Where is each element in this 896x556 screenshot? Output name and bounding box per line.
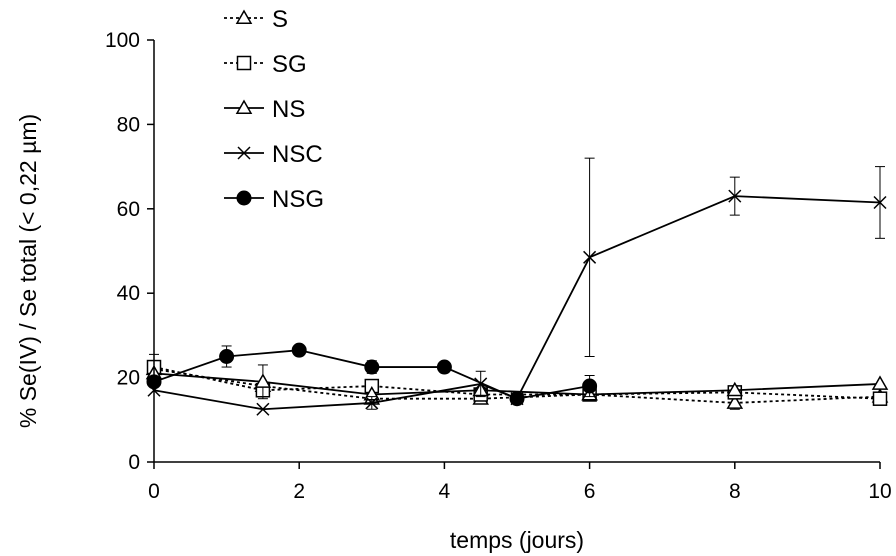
- legend-item-ns: NS: [224, 96, 305, 123]
- x-tick-label: 8: [729, 480, 741, 503]
- legend-item-sg: SG: [224, 51, 307, 78]
- legend-swatch-marker: [236, 55, 252, 71]
- x-tick-label: 2: [293, 480, 305, 503]
- x-tick-label: 4: [439, 480, 451, 503]
- y-tick-label: 100: [105, 29, 140, 52]
- legend-swatch-marker: [235, 9, 253, 24]
- point-nsg: [582, 378, 598, 394]
- x-tick-label: 10: [868, 480, 891, 503]
- point-sg: [872, 391, 888, 406]
- point-ns: [871, 375, 889, 390]
- point-s: [726, 394, 744, 409]
- x-marker-stroke: [237, 146, 251, 160]
- legend-swatch-marker: [235, 99, 253, 114]
- y-tick-label: 60: [117, 198, 140, 221]
- series-nsg: [146, 342, 598, 407]
- legend: S SG NS NSC NSG: [224, 6, 324, 213]
- point-nsg: [364, 359, 380, 375]
- point-nsc: [365, 396, 379, 410]
- point-nsg: [219, 349, 235, 364]
- x-marker-stroke: [474, 377, 488, 391]
- legend-label-s: S: [272, 6, 288, 33]
- point-ns: [726, 381, 744, 397]
- legend-item-nsc: NSC: [224, 141, 323, 168]
- x-marker-stroke: [873, 195, 887, 210]
- point-nsc: [583, 250, 597, 264]
- x-axis-label: temps (jours): [450, 527, 584, 553]
- series-nsc: [147, 157, 887, 416]
- legend-label-ns: NS: [272, 96, 305, 123]
- y-tick-label: 20: [117, 367, 140, 390]
- point-nsg: [291, 342, 307, 358]
- y-tick-label: 0: [128, 451, 140, 474]
- point-nsg: [436, 359, 452, 375]
- legend-swatch-marker: [237, 146, 251, 160]
- x-tick-label: 0: [148, 480, 160, 503]
- axes: [153, 40, 880, 463]
- legend-label-nsc: NSC: [272, 141, 323, 168]
- legend-swatch-marker: [236, 190, 252, 206]
- x-marker-stroke: [583, 250, 597, 264]
- x-marker-stroke: [365, 396, 379, 410]
- legend-label-nsg: NSG: [272, 186, 324, 213]
- legend-label-sg: SG: [272, 51, 307, 78]
- x-marker-stroke: [256, 402, 270, 416]
- point-nsc: [256, 402, 270, 416]
- legend-item-s: S: [224, 6, 288, 33]
- y-tick-label: 40: [117, 282, 140, 305]
- point-ns: [254, 373, 272, 388]
- tick-labels: 0 20 40 60 80 100 0 2 4 6 8 10: [105, 29, 892, 503]
- plot-area: [145, 157, 889, 416]
- point-nsc: [728, 189, 742, 203]
- x-tick-label: 6: [584, 480, 596, 503]
- x-marker-stroke: [728, 189, 742, 203]
- point-nsc: [474, 377, 488, 391]
- legend-item-nsg: NSG: [224, 186, 324, 213]
- y-axis-label: % Se(IV) / Se total (< 0,22 µm): [15, 114, 41, 428]
- point-nsc: [873, 195, 887, 210]
- point-nsg: [509, 391, 525, 407]
- y-tick-label: 80: [117, 113, 140, 136]
